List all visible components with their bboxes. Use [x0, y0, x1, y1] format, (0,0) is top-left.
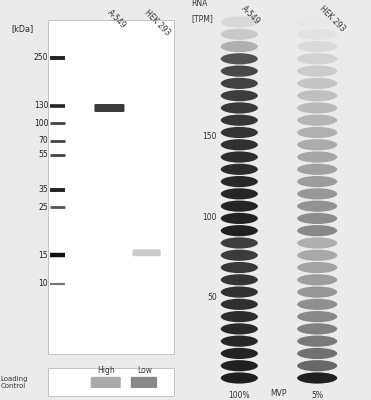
Ellipse shape	[297, 188, 337, 200]
Ellipse shape	[297, 200, 337, 212]
Ellipse shape	[297, 152, 337, 163]
Ellipse shape	[221, 41, 258, 52]
Ellipse shape	[297, 78, 337, 89]
Text: HEK 293: HEK 293	[143, 8, 172, 37]
Ellipse shape	[221, 225, 258, 236]
Ellipse shape	[221, 176, 258, 187]
Text: 10: 10	[39, 280, 48, 288]
Ellipse shape	[297, 262, 337, 273]
Ellipse shape	[297, 237, 337, 248]
Ellipse shape	[297, 164, 337, 175]
Ellipse shape	[221, 102, 258, 114]
Ellipse shape	[297, 360, 337, 371]
Ellipse shape	[297, 250, 337, 261]
Text: 100: 100	[34, 119, 48, 128]
Text: 50: 50	[207, 294, 217, 302]
Ellipse shape	[297, 176, 337, 187]
Ellipse shape	[297, 66, 337, 77]
Ellipse shape	[221, 188, 258, 200]
Ellipse shape	[297, 53, 337, 64]
Ellipse shape	[297, 90, 337, 101]
Ellipse shape	[221, 299, 258, 310]
Text: 15: 15	[39, 251, 48, 260]
Ellipse shape	[221, 311, 258, 322]
Text: 100%: 100%	[229, 391, 250, 400]
FancyBboxPatch shape	[48, 20, 174, 354]
Text: Low: Low	[137, 366, 152, 375]
Text: RNA: RNA	[191, 0, 207, 8]
Ellipse shape	[221, 90, 258, 101]
Ellipse shape	[221, 139, 258, 150]
Text: Loading
Control: Loading Control	[0, 376, 28, 388]
Text: 25: 25	[39, 203, 48, 212]
Ellipse shape	[297, 16, 337, 28]
Ellipse shape	[221, 200, 258, 212]
Text: 250: 250	[34, 54, 48, 62]
Ellipse shape	[221, 323, 258, 334]
Text: A-549: A-549	[106, 8, 128, 30]
Ellipse shape	[221, 127, 258, 138]
Ellipse shape	[297, 323, 337, 334]
Text: 5%: 5%	[311, 391, 323, 400]
Ellipse shape	[221, 360, 258, 371]
Ellipse shape	[221, 164, 258, 175]
Ellipse shape	[221, 115, 258, 126]
Ellipse shape	[297, 336, 337, 347]
Ellipse shape	[221, 348, 258, 359]
Ellipse shape	[297, 29, 337, 40]
Ellipse shape	[221, 78, 258, 89]
Ellipse shape	[297, 311, 337, 322]
Text: MVP: MVP	[270, 389, 286, 398]
Ellipse shape	[221, 16, 258, 28]
Ellipse shape	[297, 286, 337, 298]
Ellipse shape	[297, 115, 337, 126]
Text: [TPM]: [TPM]	[191, 14, 213, 23]
Ellipse shape	[297, 274, 337, 285]
Ellipse shape	[221, 336, 258, 347]
Ellipse shape	[221, 237, 258, 248]
FancyBboxPatch shape	[131, 377, 157, 388]
FancyBboxPatch shape	[91, 377, 121, 388]
FancyBboxPatch shape	[48, 368, 174, 396]
Text: [kDa]: [kDa]	[11, 24, 33, 33]
FancyBboxPatch shape	[94, 104, 125, 112]
Ellipse shape	[297, 213, 337, 224]
Ellipse shape	[221, 152, 258, 163]
FancyBboxPatch shape	[132, 250, 161, 256]
Text: 150: 150	[203, 132, 217, 141]
Ellipse shape	[221, 372, 258, 384]
Ellipse shape	[297, 372, 337, 384]
Text: 55: 55	[39, 150, 48, 159]
Ellipse shape	[297, 348, 337, 359]
Ellipse shape	[297, 127, 337, 138]
Ellipse shape	[297, 139, 337, 150]
Ellipse shape	[221, 29, 258, 40]
Ellipse shape	[221, 274, 258, 285]
Text: 100: 100	[203, 212, 217, 222]
Ellipse shape	[297, 299, 337, 310]
Text: High: High	[97, 366, 115, 375]
Text: 130: 130	[34, 102, 48, 110]
Ellipse shape	[221, 250, 258, 261]
Ellipse shape	[221, 286, 258, 298]
Text: 35: 35	[39, 186, 48, 194]
Ellipse shape	[297, 225, 337, 236]
Text: 70: 70	[39, 136, 48, 145]
Ellipse shape	[221, 53, 258, 64]
Text: A-549: A-549	[239, 4, 262, 26]
Ellipse shape	[297, 41, 337, 52]
Ellipse shape	[221, 262, 258, 273]
Ellipse shape	[297, 102, 337, 114]
Text: HEK 293: HEK 293	[317, 4, 347, 33]
Ellipse shape	[221, 213, 258, 224]
Ellipse shape	[221, 66, 258, 77]
